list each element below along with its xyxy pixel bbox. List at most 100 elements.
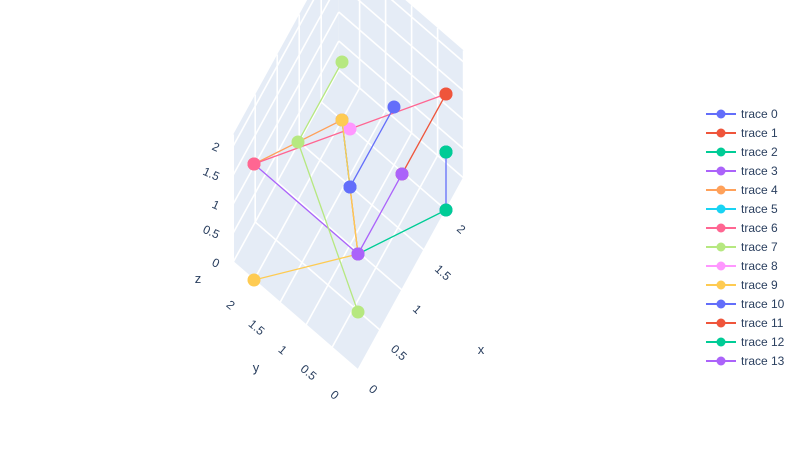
legend-item-10[interactable]: trace 10 <box>706 297 785 311</box>
z-tick-label: 2 <box>210 139 222 155</box>
z-tick-label: 1 <box>210 197 222 213</box>
legend-label: trace 6 <box>741 221 778 235</box>
legend-label: trace 2 <box>741 145 778 159</box>
legend-marker <box>716 185 726 195</box>
legend-item-8[interactable]: trace 8 <box>706 259 778 273</box>
data-point[interactable] <box>439 203 453 217</box>
z-tick-label: 1.5 <box>201 164 222 184</box>
wall-yz <box>338 0 464 178</box>
wall-xz <box>233 0 339 262</box>
legend-label: trace 9 <box>741 278 778 292</box>
grid-line <box>338 11 465 121</box>
legend-item-9[interactable]: trace 9 <box>706 278 778 292</box>
z-tick-label: 0.5 <box>201 222 222 242</box>
legend-label: trace 7 <box>741 240 778 254</box>
x-tick-label: 0 <box>366 382 381 397</box>
y-tick-label: 2 <box>224 297 238 312</box>
data-point[interactable] <box>351 305 365 319</box>
x-tick-label: 1.5 <box>432 262 454 284</box>
trace-line <box>357 173 403 255</box>
grid-line <box>357 0 465 92</box>
trace-12[interactable] <box>439 145 453 159</box>
legend-marker <box>716 356 726 366</box>
legend-marker <box>716 109 726 119</box>
legend-item-13[interactable]: trace 13 <box>706 354 785 368</box>
axis-titles: x y z <box>195 271 485 375</box>
grid-line <box>232 11 340 205</box>
data-point[interactable] <box>291 135 305 149</box>
grid-line <box>390 0 465 63</box>
y-tick-label: 0.5 <box>298 362 320 384</box>
grid-line <box>279 110 387 303</box>
trace-line <box>357 209 447 255</box>
grid-line <box>305 132 413 326</box>
legend-marker <box>716 261 726 271</box>
trace-line <box>253 163 359 255</box>
legend-marker <box>716 318 726 328</box>
legend-label: trace 11 <box>741 316 784 330</box>
legend-label: trace 8 <box>741 259 778 273</box>
grid-line <box>232 40 340 234</box>
legend-marker <box>716 337 726 347</box>
data-point[interactable] <box>387 100 401 114</box>
grid-line <box>232 69 340 263</box>
y-tick-label: 0 <box>328 387 342 402</box>
legend-item-7[interactable]: trace 7 <box>706 240 778 254</box>
legend-marker <box>716 223 726 233</box>
x-tick-label: 1 <box>410 302 425 317</box>
data-point[interactable] <box>247 273 261 287</box>
legend-label: trace 4 <box>741 183 778 197</box>
y-tick-label: 1 <box>276 342 290 357</box>
z-tick-label: 0 <box>210 255 222 271</box>
legend-label: trace 10 <box>741 297 785 311</box>
legend-marker <box>716 204 726 214</box>
data-point[interactable] <box>335 113 349 127</box>
legend-item-11[interactable]: trace 11 <box>706 316 784 330</box>
scene-walls <box>233 0 464 370</box>
legend-item-4[interactable]: trace 4 <box>706 183 778 197</box>
legend-item-2[interactable]: trace 2 <box>706 145 778 159</box>
data-point[interactable] <box>343 180 357 194</box>
data-point[interactable] <box>343 122 357 136</box>
legend-label: trace 12 <box>741 335 785 349</box>
grid-line <box>331 155 439 348</box>
plot-scene[interactable]: 0 0.5 1 1.5 2 0 0.5 1 1.5 2 0 0.5 1 1.5 2 x y z <box>195 0 485 403</box>
data-point[interactable] <box>247 157 261 171</box>
y-tick-label: 1.5 <box>246 317 268 339</box>
trace-line <box>349 106 395 188</box>
y-axis-title: y <box>253 360 260 375</box>
data-point[interactable] <box>439 145 453 159</box>
x-axis-title: x <box>478 342 485 357</box>
legend-label: trace 0 <box>741 107 778 121</box>
data-point[interactable] <box>335 55 349 69</box>
legend-label: trace 13 <box>741 354 785 368</box>
x-tick-label: 0.5 <box>388 342 410 364</box>
trace-line <box>401 93 447 175</box>
legend-label: trace 3 <box>741 164 778 178</box>
legend-item-0[interactable]: trace 0 <box>706 107 778 121</box>
grid-line <box>232 0 315 147</box>
legend-marker <box>716 299 726 309</box>
legend-item-3[interactable]: trace 3 <box>706 164 778 178</box>
z-axis-title: z <box>195 271 202 286</box>
data-point[interactable] <box>439 87 453 101</box>
grid-line <box>338 69 465 179</box>
legend-label: trace 1 <box>741 126 778 140</box>
data-point[interactable] <box>395 167 409 181</box>
data-point[interactable] <box>351 247 365 261</box>
legend-marker <box>716 242 726 252</box>
legend-marker <box>716 280 726 290</box>
legend-item-12[interactable]: trace 12 <box>706 335 785 349</box>
grid-line <box>338 40 465 150</box>
trace-7[interactable] <box>291 55 365 319</box>
legend-label: trace 5 <box>741 202 778 216</box>
grid-line <box>232 0 331 176</box>
trace-10[interactable] <box>343 100 401 194</box>
legend-marker <box>716 147 726 157</box>
legend-item-1[interactable]: trace 1 <box>706 126 778 140</box>
trace-13[interactable] <box>351 167 409 261</box>
legend-item-5[interactable]: trace 5 <box>706 202 778 216</box>
legend-marker <box>716 166 726 176</box>
legend-item-6[interactable]: trace 6 <box>706 221 778 235</box>
